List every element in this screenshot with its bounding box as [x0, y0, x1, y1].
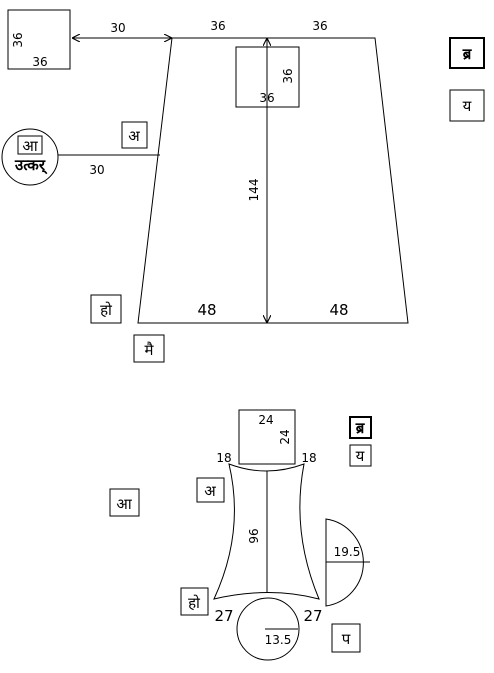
bottom-semicircle — [325, 518, 364, 607]
bottom-diagram: 24 24 96 18 18 27 27 13.5 19.5 अ आ हो प … — [109, 409, 372, 661]
top-circle-top-label: आ — [22, 137, 38, 155]
bottom-a-box — [196, 477, 225, 503]
top-right-box-1 — [449, 37, 485, 69]
bottom-body — [213, 463, 320, 600]
top-height-label: 144 — [247, 179, 261, 202]
bottom-aa-box — [109, 488, 140, 517]
bottom-semicircle-label: 19.5 — [334, 545, 361, 559]
bottom-left-top-label: 18 — [216, 451, 231, 465]
top-small-square-bottom-label: 36 — [32, 55, 47, 69]
top-inner-square-side-label: 36 — [281, 68, 295, 83]
top-circle — [1, 128, 59, 186]
bottom-right-box-2-label: य — [356, 447, 365, 465]
top-circle-connector-label: 30 — [89, 163, 104, 177]
top-right-box-2 — [449, 89, 485, 122]
bottom-right-box-2 — [349, 444, 372, 467]
bottom-a-label: अ — [204, 482, 216, 500]
bottom-pa-box — [331, 623, 361, 653]
bottom-ho-label: हो — [188, 594, 201, 612]
bottom-height-label: 96 — [247, 528, 261, 543]
top-small-square — [7, 9, 71, 70]
top-bottom-right-label: 48 — [329, 301, 348, 319]
bottom-right-top-label: 18 — [301, 451, 316, 465]
bottom-square-side-label: 24 — [278, 429, 292, 444]
bottom-square — [238, 409, 296, 465]
bottom-circle-label: 13.5 — [265, 633, 292, 647]
top-circle-bottom-label: उत्कर् — [14, 156, 48, 175]
top-edge-left-label: 36 — [210, 19, 225, 33]
bottom-right-bottom-label: 27 — [303, 607, 322, 625]
top-bottom-left-label: 48 — [197, 301, 216, 319]
bottom-right-box-1-label: ब्र — [355, 419, 366, 437]
top-gap-label: 30 — [110, 21, 125, 35]
top-side-a-label: अ — [128, 127, 140, 145]
top-small-square-side-label: 36 — [11, 32, 25, 47]
top-ho-box — [90, 294, 122, 324]
top-ho-label: हो — [100, 301, 113, 319]
top-mai-label: मै — [145, 341, 155, 359]
bottom-pa-label: प — [342, 630, 351, 648]
bottom-ho-box — [180, 587, 209, 616]
top-circle-inner-box — [17, 135, 43, 155]
bottom-left-bottom-label: 27 — [214, 607, 233, 625]
bottom-aa-label: आ — [116, 495, 132, 513]
top-trapezoid — [137, 37, 409, 324]
top-diagram: 36 36 30 36 36 36 36 144 48 48 अ 30 आ उत… — [1, 9, 485, 363]
bottom-circle — [236, 597, 300, 661]
top-mai-box — [133, 334, 165, 363]
top-right-box-2-label: य — [463, 97, 472, 115]
bottom-right-box-1 — [349, 416, 372, 439]
top-right-box-1-label: ब्र — [462, 45, 473, 63]
bottom-square-top-label: 24 — [258, 413, 273, 427]
top-side-a-box — [121, 121, 148, 149]
top-edge-right-label: 36 — [312, 19, 327, 33]
